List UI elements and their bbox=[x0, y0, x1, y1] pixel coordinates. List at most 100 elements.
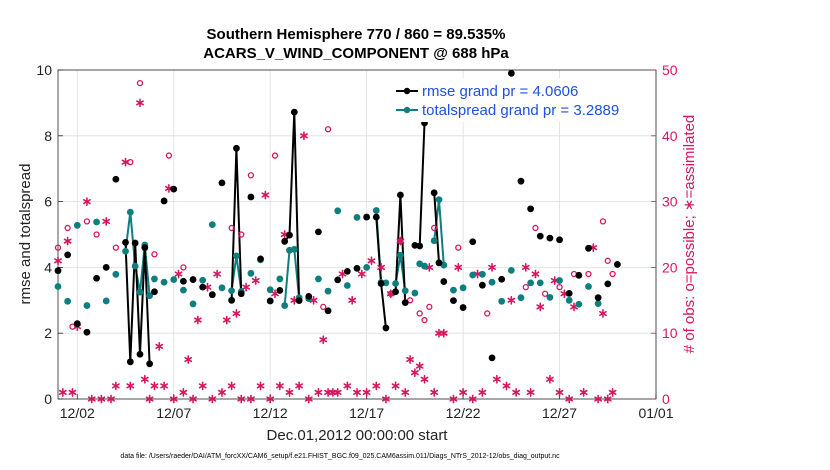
rmse-point bbox=[266, 297, 274, 305]
rmse-line-segment bbox=[418, 122, 426, 247]
obs-assimilated-point bbox=[343, 381, 352, 391]
obs-assimilated-point bbox=[256, 381, 265, 391]
obs-assimilated-point bbox=[357, 269, 366, 279]
obs-assimilated-point bbox=[406, 355, 414, 364]
obs-possible-point bbox=[69, 323, 76, 330]
rmse-point bbox=[575, 271, 583, 279]
spread-point bbox=[585, 283, 592, 290]
spread-point bbox=[401, 287, 409, 295]
obs-assimilated-point bbox=[63, 236, 72, 246]
obs-assimilated-point bbox=[502, 381, 511, 391]
obs-possible-point bbox=[426, 303, 433, 311]
obs-assimilated-point bbox=[415, 361, 424, 371]
rmse-point bbox=[146, 360, 154, 368]
spread-point bbox=[54, 283, 62, 290]
spread-point bbox=[233, 252, 240, 260]
obs-possible-point bbox=[165, 152, 173, 159]
obs-possible-point bbox=[585, 270, 592, 278]
obs-assimilated-point bbox=[531, 269, 540, 279]
ticks-layer: 12/02 12/07 12/12 12/17 12/22 12/27 01/0102468… bbox=[36, 62, 677, 421]
obs-possible-point bbox=[599, 218, 607, 225]
obs-assimilated-point bbox=[439, 328, 448, 338]
obs-assimilated-point bbox=[410, 368, 419, 378]
rmse-point bbox=[295, 297, 303, 305]
obs-possible-point bbox=[112, 244, 120, 251]
legend-rmse-label: rmse grand pr = 4.0606 bbox=[422, 83, 578, 100]
rmse-point bbox=[189, 276, 197, 283]
obs-assimilated-point bbox=[54, 256, 62, 266]
rmse-point bbox=[536, 232, 544, 240]
rmse-point bbox=[416, 242, 424, 250]
legend-spread-marker bbox=[403, 106, 411, 114]
legend-rmse-marker bbox=[403, 87, 411, 95]
obs-assimilated-point bbox=[285, 388, 294, 397]
spread-point bbox=[64, 297, 72, 305]
obs-assimilated-point bbox=[391, 381, 400, 391]
rmse-point bbox=[401, 299, 409, 307]
obs-assimilated-point bbox=[179, 388, 188, 397]
spread-point bbox=[575, 300, 583, 308]
spread-point bbox=[363, 264, 371, 271]
spread-point bbox=[290, 245, 298, 253]
rmse-point bbox=[93, 274, 100, 282]
spread-point bbox=[397, 251, 404, 259]
spread-point bbox=[556, 277, 563, 284]
spread-point bbox=[536, 279, 544, 287]
obs-assimilated-point bbox=[126, 381, 135, 391]
obs-assimilated-point bbox=[111, 381, 120, 391]
rmse-point bbox=[122, 238, 129, 246]
y-right-tick-label: 50 bbox=[662, 62, 678, 78]
rmse-point bbox=[585, 244, 592, 252]
obs-assimilated-point bbox=[160, 381, 169, 391]
x-tick-label: 12/07 bbox=[156, 405, 191, 421]
rmse-point bbox=[83, 328, 91, 336]
obs-assimilated-point bbox=[208, 394, 217, 404]
legend-spread-label: totalspread grand pr = 3.2889 bbox=[422, 102, 619, 119]
obs-assimilated-point bbox=[227, 381, 236, 391]
rmse-point bbox=[276, 287, 284, 294]
spread-point bbox=[170, 276, 178, 283]
spread-point bbox=[517, 294, 525, 302]
obs-possible-point bbox=[127, 158, 134, 166]
spread-point bbox=[199, 276, 207, 284]
rmse-point bbox=[160, 197, 168, 205]
obs-assimilated-point bbox=[599, 309, 607, 318]
obs-assimilated-point bbox=[97, 394, 106, 404]
rmse-point bbox=[136, 350, 144, 358]
obs-assimilated-point bbox=[189, 394, 197, 404]
obs-possible-point bbox=[93, 231, 100, 238]
obs-assimilated-point bbox=[68, 388, 77, 397]
x-tick-label: 12/27 bbox=[542, 405, 577, 421]
spread-point bbox=[594, 300, 602, 307]
obs-assimilated-point bbox=[300, 131, 308, 141]
spread-point bbox=[421, 262, 428, 270]
spread-point bbox=[450, 286, 457, 294]
obs-possible-point bbox=[271, 152, 279, 159]
rmse-point bbox=[594, 294, 602, 302]
obs-possible-point bbox=[416, 310, 423, 317]
obs-assimilated-point bbox=[478, 388, 487, 397]
rmse-point bbox=[151, 288, 158, 296]
rmse-point bbox=[478, 281, 486, 289]
obs-possible-point bbox=[228, 224, 235, 232]
obs-assimilated-point bbox=[353, 388, 361, 397]
obs-assimilated-point bbox=[449, 394, 458, 404]
obs-possible-point bbox=[541, 290, 549, 297]
rmse-point bbox=[315, 228, 322, 236]
obs-assimilated-point bbox=[295, 381, 304, 391]
obs-assimilated-point bbox=[107, 394, 115, 404]
y-tick-label: 10 bbox=[36, 62, 52, 78]
spread-point bbox=[281, 302, 289, 309]
obs-assimilated-point bbox=[579, 388, 588, 397]
rmse-point bbox=[372, 213, 380, 221]
spread-point bbox=[247, 269, 255, 277]
obs-assimilated-point bbox=[193, 315, 202, 325]
obs-assimilated-point bbox=[333, 388, 342, 397]
obs-assimilated-point bbox=[169, 394, 178, 404]
rmse-point bbox=[64, 251, 72, 259]
spread-point bbox=[469, 271, 477, 279]
spread-point bbox=[83, 302, 91, 309]
obs-possible-point bbox=[421, 316, 428, 324]
